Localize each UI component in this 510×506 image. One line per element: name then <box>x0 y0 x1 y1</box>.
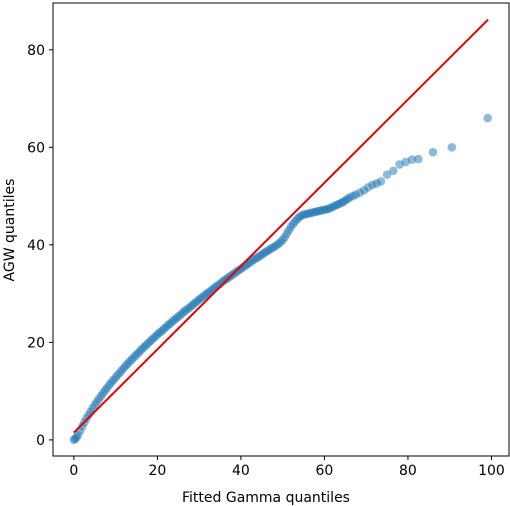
x-tick-label: 60 <box>316 463 334 479</box>
plot-area-border <box>52 2 510 457</box>
x-axis-label: Fitted Gamma quantiles <box>182 490 350 506</box>
y-tick-label: 0 <box>36 433 45 449</box>
data-point <box>428 147 438 157</box>
x-tick-label: 100 <box>478 463 505 479</box>
x-tick-label: 0 <box>69 463 78 479</box>
reference-line <box>73 18 489 434</box>
y-axis-label: AGW quantiles <box>2 179 18 282</box>
scatter-series <box>69 113 493 445</box>
y-tick-label: 20 <box>27 335 45 351</box>
x-tick-label: 80 <box>399 463 417 479</box>
data-point <box>414 154 423 164</box>
data-point <box>483 113 493 123</box>
data-point <box>447 143 457 152</box>
x-tick-label: 40 <box>232 463 250 479</box>
data-point <box>376 177 386 186</box>
x-tick-label: 20 <box>148 463 166 479</box>
y-tick-label: 60 <box>27 140 45 156</box>
x-axis: 0 20 40 60 80 100 <box>69 456 505 479</box>
y-tick-label: 80 <box>27 43 45 59</box>
y-tick-label: 40 <box>27 238 45 254</box>
data-point <box>407 155 417 164</box>
data-point <box>389 166 398 176</box>
data-point <box>382 170 392 179</box>
axes-frame <box>52 2 510 457</box>
y-axis: 0 20 40 60 80 <box>27 43 53 449</box>
